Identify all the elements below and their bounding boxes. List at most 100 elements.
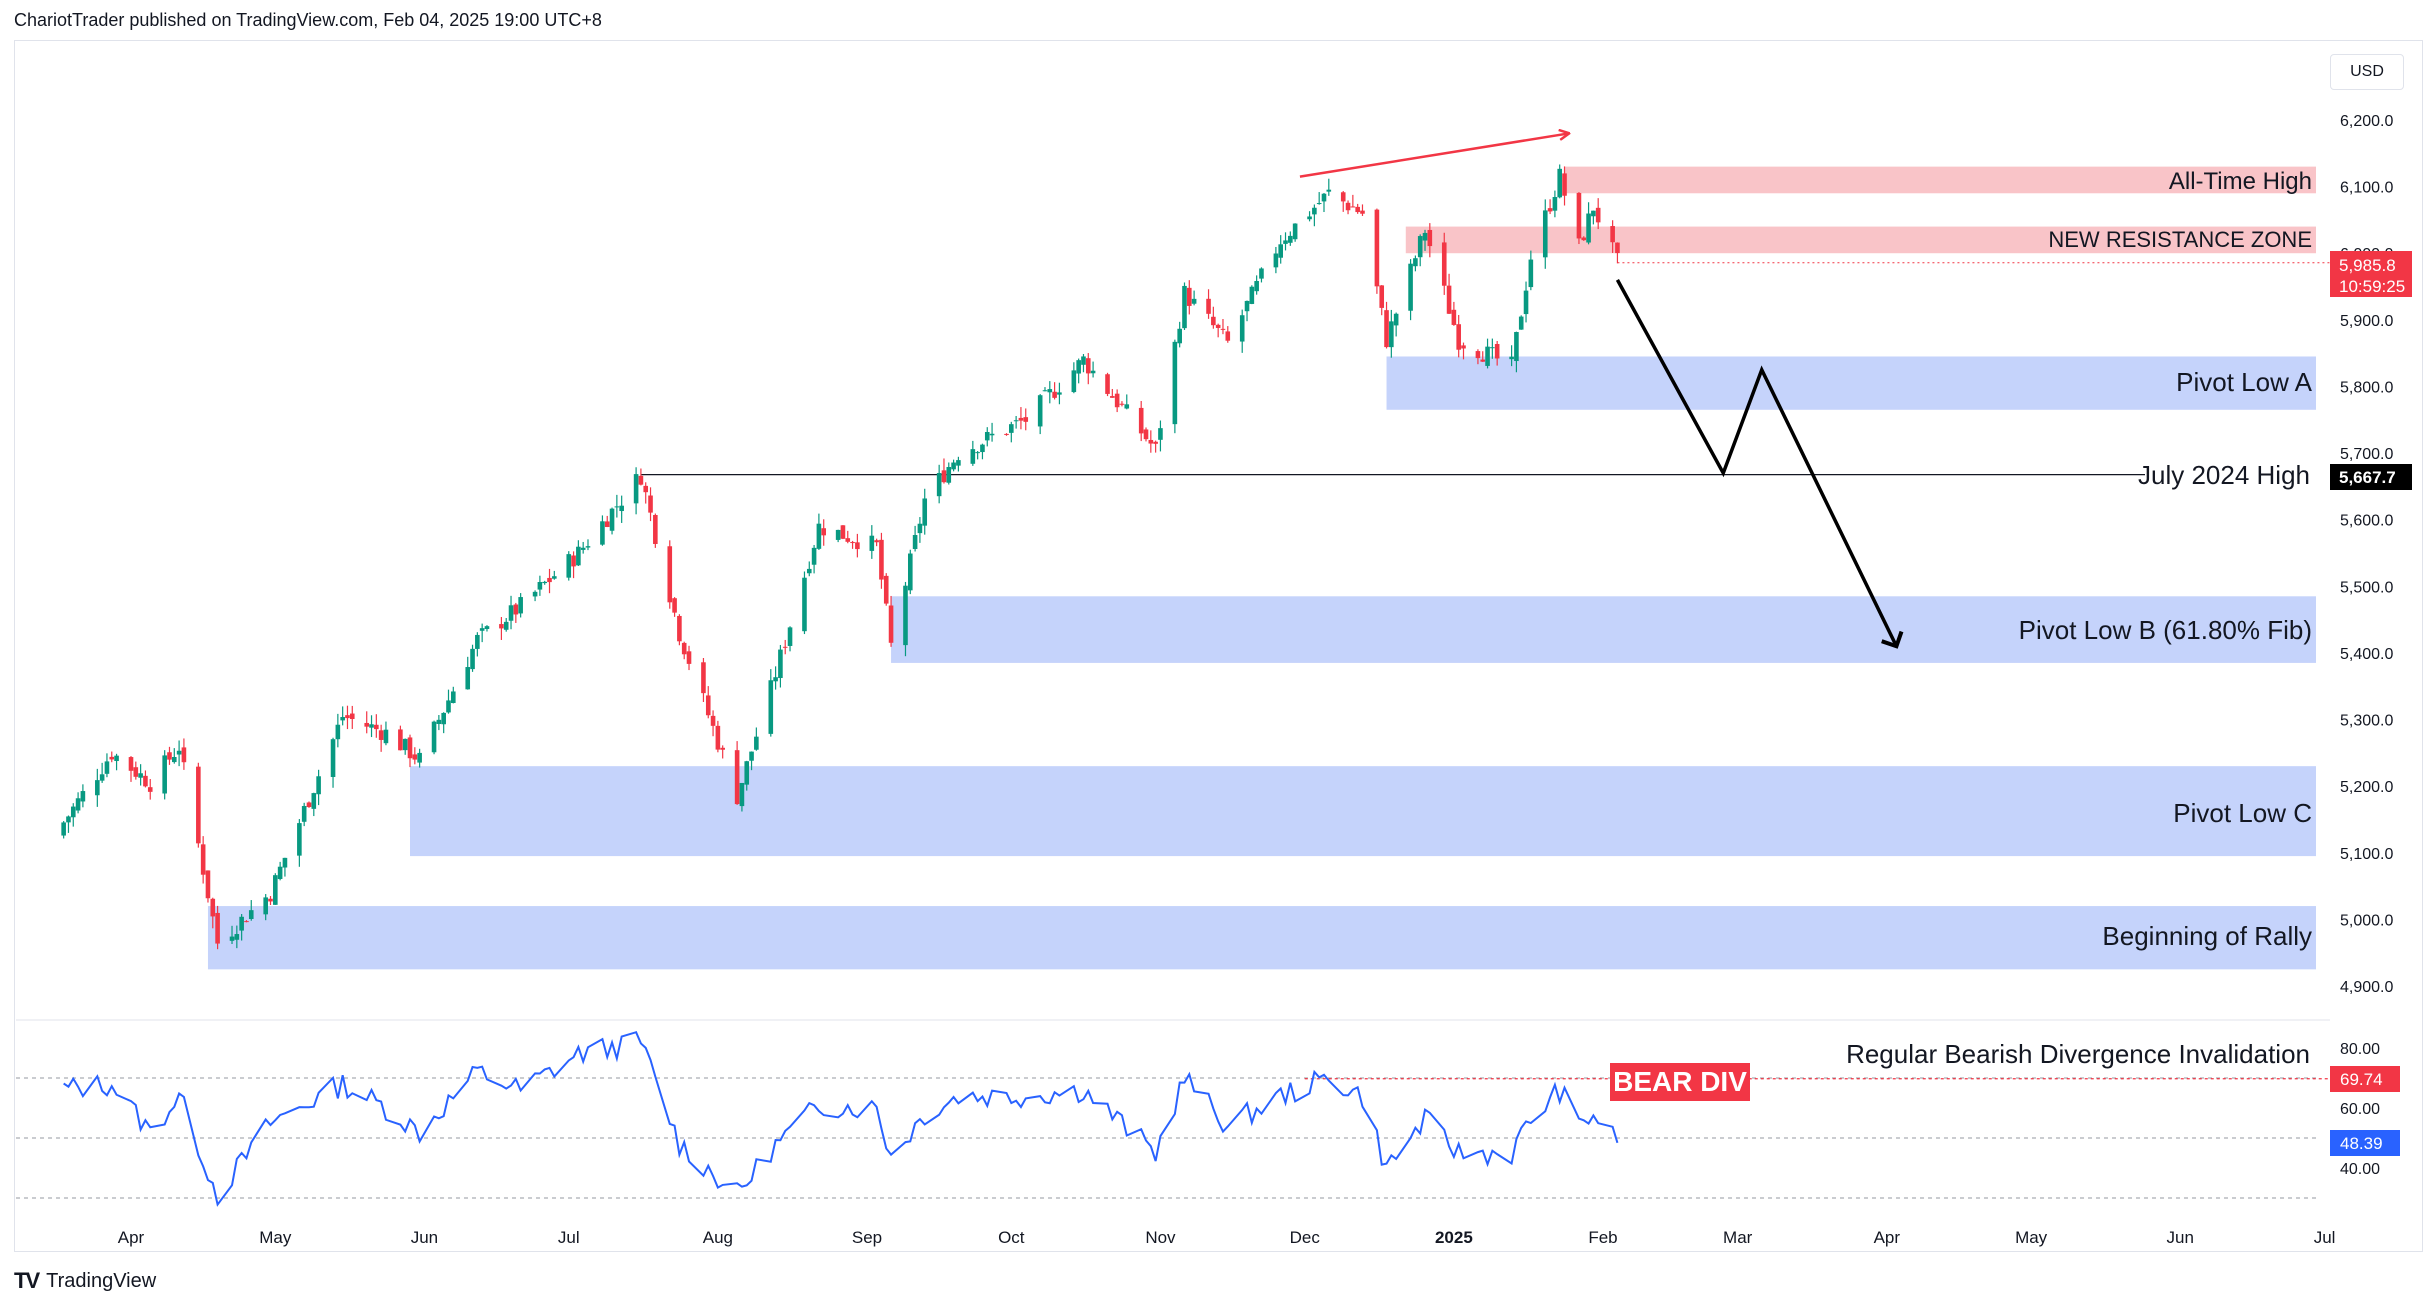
candle-body — [311, 793, 317, 809]
time-tick-label: Feb — [1588, 1228, 1617, 1247]
candle-body — [956, 460, 961, 466]
candle-body — [850, 542, 855, 544]
candle-body — [1562, 173, 1567, 196]
candle-body — [273, 875, 278, 905]
candle-body — [941, 470, 947, 483]
candle-body — [749, 751, 754, 761]
support-zone-5 — [207, 906, 2317, 970]
resistance-zone-1 — [1405, 226, 2316, 254]
candle-body — [104, 761, 110, 774]
candle-body — [773, 677, 778, 682]
candle-body — [1326, 189, 1332, 192]
currency-selector[interactable]: USD — [2330, 54, 2404, 90]
price-tick-label: 6,100.0 — [2340, 180, 2393, 197]
candle-body — [643, 485, 649, 493]
candle-body — [181, 747, 187, 763]
publication-header: ChariotTrader published on TradingView.c… — [14, 10, 602, 30]
candle-body — [552, 576, 557, 579]
candle-body — [571, 555, 576, 567]
candle-body — [200, 844, 206, 875]
price-tick-label: 5,000.0 — [2340, 912, 2393, 929]
candle-body — [162, 755, 167, 794]
candle-body — [936, 473, 942, 497]
candle-body — [306, 802, 312, 808]
candle-body — [1595, 207, 1601, 223]
price-tick-label: 5,100.0 — [2340, 846, 2393, 863]
price-tick-label: 4,900.0 — [2340, 979, 2393, 996]
rsi-current-tag — [2330, 1130, 2400, 1156]
price-tick-label: 5,700.0 — [2340, 446, 2393, 463]
candle-body — [1518, 316, 1524, 330]
candle-body — [1023, 417, 1029, 422]
candle-body — [537, 582, 543, 590]
candle-body — [80, 791, 86, 802]
candle-body — [268, 898, 273, 902]
time-tick-label: Mar — [1723, 1228, 1753, 1247]
candle-body — [715, 725, 721, 750]
candle-body — [109, 756, 115, 760]
candle-body — [75, 798, 81, 811]
candle-body — [1456, 324, 1461, 350]
beginning-of-rally-label: Beginning of Rally — [2102, 921, 2312, 951]
candle-body — [710, 715, 716, 726]
time-tick-label: Oct — [998, 1228, 1025, 1247]
candle-body — [1037, 395, 1043, 427]
candle-body — [1379, 285, 1385, 308]
candle-body — [922, 498, 928, 526]
time-tick-label: Aug — [703, 1228, 733, 1247]
candle-body — [446, 700, 451, 713]
candle-body — [648, 495, 653, 513]
july-high-price-value: 5,667.7 — [2339, 468, 2396, 487]
time-tick-label: Sep — [852, 1228, 882, 1247]
candle-body — [883, 575, 889, 604]
candle-body — [1528, 259, 1534, 288]
candle-body — [1350, 206, 1356, 208]
candle-body — [1143, 429, 1149, 440]
tradingview-brand[interactable]: TV TradingView — [14, 1268, 156, 1294]
candle-body — [114, 755, 119, 762]
candle-body — [297, 823, 302, 856]
candle-body — [1307, 216, 1312, 220]
candle-body — [1340, 192, 1346, 202]
candle-body — [1581, 237, 1587, 241]
candle-body — [1576, 192, 1582, 239]
candle-body — [787, 627, 793, 646]
candle-body — [441, 712, 446, 725]
candle-body — [1085, 358, 1091, 374]
candle-body — [946, 467, 952, 483]
price-tick-label: 6,200.0 — [2340, 113, 2393, 130]
candle-body — [1542, 210, 1548, 258]
candle-body — [879, 539, 884, 580]
candle-body — [1490, 347, 1495, 349]
candle-body — [369, 724, 374, 728]
price-tick-label: 5,400.0 — [2340, 646, 2393, 663]
time-tick-label: Jun — [2167, 1228, 2194, 1247]
candle-body — [1514, 332, 1519, 362]
candle-body — [349, 713, 355, 720]
candle-body — [1586, 213, 1591, 243]
candle-body — [1278, 244, 1283, 258]
time-tick-label: 2025 — [1435, 1228, 1473, 1247]
chart-frame — [14, 40, 2423, 1252]
last-price-value: 5,985.8 — [2339, 256, 2396, 275]
candle-body — [1254, 281, 1259, 292]
candle-body — [234, 934, 240, 940]
rsi-current-value: 48.39 — [2340, 1134, 2383, 1153]
candle-body — [903, 585, 908, 646]
candle-body — [1124, 404, 1130, 409]
candle-body — [1374, 209, 1380, 287]
support-zone-3 — [891, 596, 2317, 663]
candle-body — [470, 648, 475, 670]
candle-body — [542, 581, 547, 584]
candle-body — [917, 523, 923, 534]
candle-body — [1288, 235, 1293, 243]
candle-body — [383, 729, 389, 744]
candle-body — [277, 866, 283, 880]
candle-body — [143, 775, 148, 787]
price-tick-label: 5,800.0 — [2340, 379, 2393, 396]
candle-body — [215, 912, 220, 944]
candle-body — [499, 624, 504, 629]
candle-body — [1552, 197, 1558, 211]
candle-body — [1480, 359, 1486, 362]
